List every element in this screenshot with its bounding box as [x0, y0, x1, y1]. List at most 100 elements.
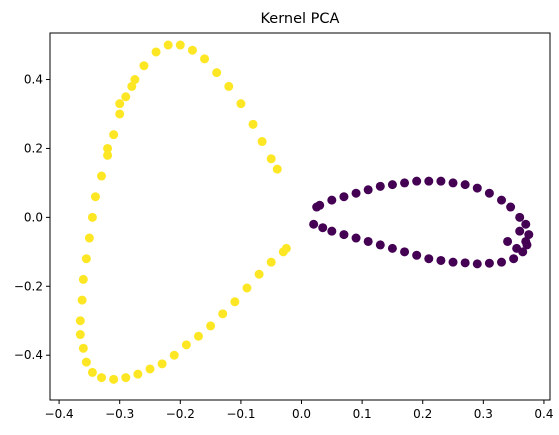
- data-point: [78, 274, 88, 284]
- data-point: [400, 247, 410, 257]
- data-point: [472, 259, 482, 269]
- data-point: [363, 236, 373, 246]
- data-point: [103, 150, 113, 160]
- data-point: [181, 340, 191, 350]
- data-point: [78, 343, 88, 353]
- data-point: [242, 283, 252, 293]
- y-tick-label: −0.4: [14, 348, 43, 362]
- axes-layer: −0.4 −0.3 −0.2 −0.1 0.0 0.1 0.2 0.3 0.4 −0.4 −0.2 0…: [14, 32, 553, 421]
- data-point: [151, 47, 161, 57]
- data-point: [312, 202, 322, 212]
- data-point: [236, 99, 246, 109]
- series-layer: [75, 40, 534, 384]
- data-point: [512, 243, 522, 253]
- data-point: [224, 81, 234, 91]
- data-point: [375, 240, 385, 250]
- data-point: [75, 330, 85, 340]
- data-point: [412, 250, 422, 260]
- data-point: [218, 309, 228, 319]
- data-point: [318, 223, 328, 233]
- y-tick-label: 0.4: [24, 73, 43, 87]
- data-point: [187, 45, 197, 55]
- data-point: [521, 236, 531, 246]
- data-point: [169, 350, 179, 360]
- data-point: [375, 181, 385, 191]
- data-point: [157, 359, 167, 369]
- data-point: [109, 130, 119, 140]
- data-point: [484, 188, 494, 198]
- data-point: [424, 254, 434, 264]
- data-point: [448, 257, 458, 267]
- x-tick-label: −0.1: [226, 407, 255, 421]
- data-point: [121, 92, 131, 102]
- data-point: [497, 257, 507, 267]
- data-point: [460, 258, 470, 268]
- data-point: [484, 258, 494, 268]
- data-point: [412, 176, 422, 186]
- data-point: [351, 233, 361, 243]
- data-point: [97, 373, 107, 383]
- data-point: [97, 171, 107, 181]
- data-point: [339, 230, 349, 240]
- data-point: [387, 180, 397, 190]
- data-point: [133, 369, 143, 379]
- x-tick-label: −0.3: [105, 407, 134, 421]
- data-point: [109, 374, 119, 384]
- x-tick-label: −0.4: [45, 407, 74, 421]
- x-tick-label: 0.4: [534, 407, 553, 421]
- data-point: [424, 176, 434, 186]
- data-point: [115, 99, 125, 109]
- data-point: [212, 68, 222, 78]
- data-point: [230, 297, 240, 307]
- data-point: [387, 243, 397, 253]
- data-point: [509, 254, 519, 264]
- plot-frame: [49, 32, 551, 401]
- data-point: [77, 295, 87, 305]
- data-point: [145, 364, 155, 374]
- data-point: [103, 143, 113, 153]
- y-tick-label: 0.0: [24, 210, 43, 224]
- data-point: [506, 202, 516, 212]
- data-point: [272, 164, 282, 174]
- data-point: [90, 192, 100, 202]
- data-point: [193, 331, 203, 341]
- data-point: [351, 188, 361, 198]
- data-point: [266, 257, 276, 267]
- data-point: [81, 357, 91, 367]
- data-point: [436, 255, 446, 265]
- data-point: [339, 192, 349, 202]
- x-tick-label: 0.0: [292, 407, 311, 421]
- data-point: [503, 236, 513, 246]
- data-point: [436, 176, 446, 186]
- data-point: [257, 137, 267, 147]
- x-tick-label: −0.2: [166, 407, 195, 421]
- data-point: [327, 195, 337, 205]
- data-point: [87, 367, 97, 377]
- data-point: [84, 233, 94, 243]
- data-point: [266, 154, 276, 164]
- data-point: [472, 183, 482, 193]
- x-tick-label: 0.2: [413, 407, 432, 421]
- chart-title: Kernel PCA: [261, 11, 340, 27]
- series-0: [75, 40, 291, 384]
- data-point: [309, 219, 319, 229]
- data-point: [121, 373, 131, 383]
- data-point: [524, 230, 534, 240]
- data-point: [460, 180, 470, 190]
- data-point: [130, 75, 140, 85]
- series-1: [309, 176, 534, 269]
- data-point: [400, 178, 410, 188]
- data-point: [254, 269, 264, 279]
- data-point: [127, 81, 137, 91]
- data-point: [497, 195, 507, 205]
- data-point: [248, 119, 258, 129]
- data-point: [448, 178, 458, 188]
- data-point: [139, 61, 149, 71]
- data-point: [163, 40, 173, 50]
- x-tick-label: 0.3: [474, 407, 493, 421]
- data-point: [327, 226, 337, 236]
- data-point: [87, 212, 97, 222]
- data-point: [81, 254, 91, 264]
